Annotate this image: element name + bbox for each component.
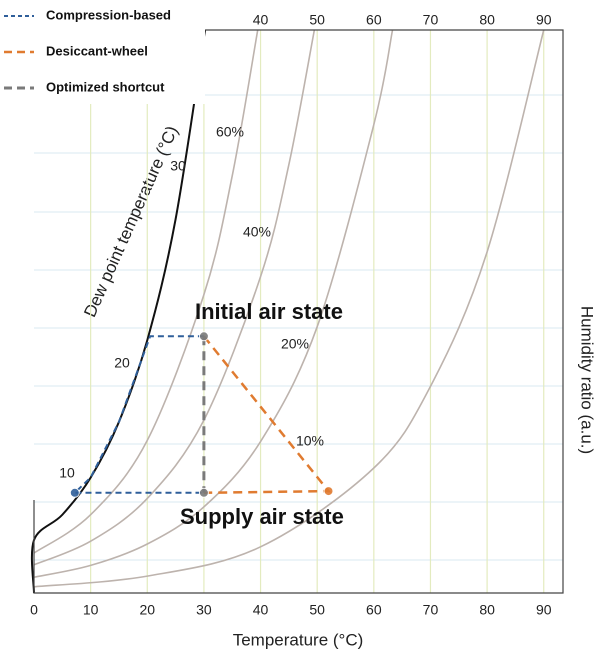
legend-label: Optimized shortcut: [46, 79, 165, 94]
x-tick-label: 70: [423, 602, 439, 618]
rh-label: 10%: [296, 433, 324, 449]
legend-label: Desiccant-wheel: [46, 43, 148, 58]
rh-label: 20%: [281, 336, 309, 352]
plot-frame: [33, 29, 564, 594]
legend: Compression-based Desiccant-wheel Optimize…: [0, 0, 205, 104]
x-tick-label: 60: [366, 602, 382, 618]
rh-curve: [33, 29, 259, 554]
rh-curve: [33, 29, 316, 566]
dew-point-tick-label: 10: [59, 465, 75, 481]
top-tick-label: 70: [423, 12, 439, 28]
dew-point-tick-label: 30: [170, 158, 186, 174]
x-tick-label: 30: [196, 602, 212, 618]
legend-label: Compression-based: [46, 7, 171, 22]
x-tick-label: 40: [253, 602, 269, 618]
dew-point-tick-label: 20: [114, 355, 130, 371]
x-tick-label: 20: [139, 602, 155, 618]
state-point: [198, 487, 209, 498]
x-tick-label: 80: [479, 602, 495, 618]
top-tick-label: 90: [536, 12, 552, 28]
x-tick-label: 90: [536, 602, 552, 618]
annotation: Initial air state: [195, 299, 343, 324]
state-point: [69, 487, 80, 498]
top-tick-label: 80: [479, 12, 495, 28]
rh-curve: [33, 29, 545, 588]
top-tick-label: 40: [253, 12, 269, 28]
process-line: [72, 335, 204, 494]
rh-label: 60%: [216, 124, 244, 140]
rh-label: 40%: [243, 224, 271, 240]
rh-curve: [33, 29, 394, 579]
x-tick-label: 0: [30, 602, 38, 618]
state-point: [323, 486, 334, 497]
y-axis-title: Humidity ratio (a.u.): [578, 306, 597, 454]
top-tick-label: 50: [309, 12, 325, 28]
top-tick-label: 60: [366, 12, 382, 28]
legend-box: [0, 0, 205, 104]
state-point: [198, 331, 209, 342]
x-tick-label: 10: [83, 602, 99, 618]
annotation: Supply air state: [180, 504, 344, 529]
x-axis-title: Temperature (°C): [233, 630, 364, 649]
x-tick-label: 50: [309, 602, 325, 618]
